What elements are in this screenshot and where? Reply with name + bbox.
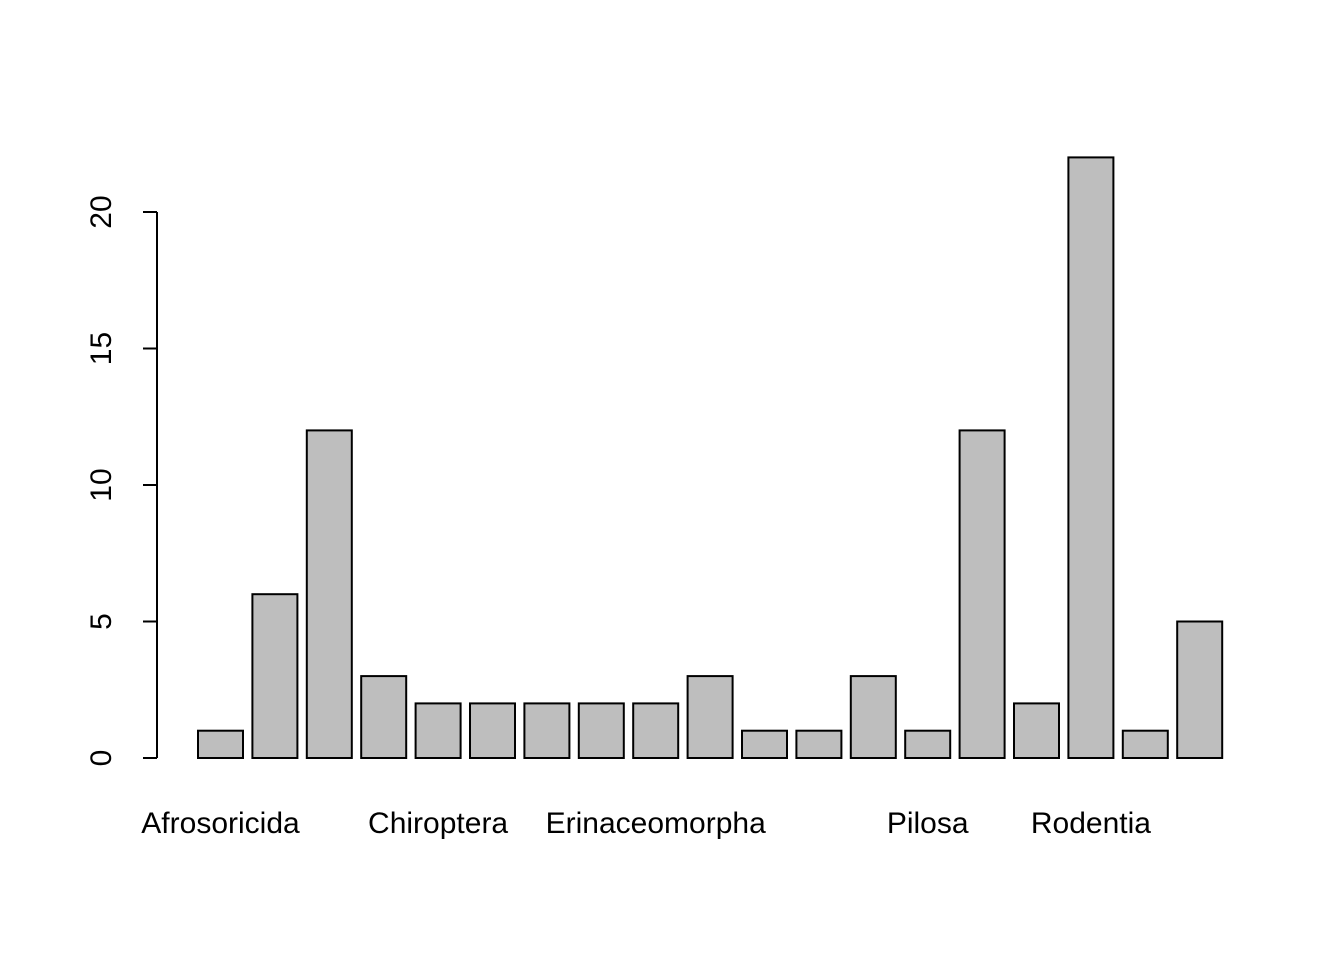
bar-3	[360, 675, 408, 759]
bar-15	[1013, 702, 1060, 760]
bar-5	[469, 702, 516, 760]
y-tick-label-10: 10	[85, 468, 118, 501]
bar-18	[1176, 620, 1224, 759]
y-tick-label-15: 15	[85, 332, 118, 365]
bar-11	[795, 729, 843, 760]
bar-0	[197, 729, 244, 760]
bar-7	[577, 702, 625, 760]
bar-17	[1121, 729, 1169, 760]
bar-12	[849, 675, 897, 759]
bar-9	[686, 675, 734, 759]
y-tick-label-20: 20	[85, 195, 118, 228]
bar-14	[958, 429, 1006, 759]
y-tick-label-5: 5	[85, 613, 118, 630]
y-axis: 0 5 10 15 20	[85, 195, 158, 767]
bar-2	[305, 429, 353, 759]
bars-group	[197, 156, 1224, 760]
category-label-0: Afrosoricida	[141, 807, 300, 840]
bar-1	[251, 593, 299, 760]
x-axis-labels: Afrosoricida Chiroptera Erinaceomorpha Pilo…	[141, 807, 1151, 840]
bar-4	[414, 702, 462, 760]
bar-16	[1067, 156, 1115, 759]
y-tick-label-0: 0	[85, 750, 118, 767]
category-label-4: Chiroptera	[368, 807, 508, 840]
category-label-8: Erinaceomorpha	[546, 807, 766, 840]
category-label-13: Pilosa	[887, 807, 969, 840]
bar-8	[632, 702, 680, 760]
bar-10	[741, 729, 788, 760]
category-label-16: Rodentia	[1031, 807, 1151, 840]
bar-13	[904, 729, 952, 760]
bar-6	[523, 702, 571, 760]
